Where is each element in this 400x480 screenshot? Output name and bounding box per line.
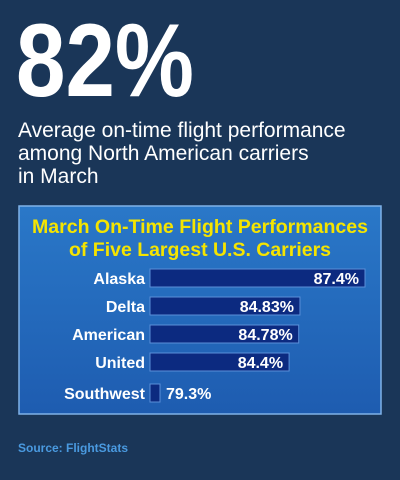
bar-chart: Alaska 87.4% Delta 84.83% American 84.78% Unit… bbox=[64, 268, 366, 403]
subtitle-line: Average on-time flight performance bbox=[18, 119, 346, 142]
bar bbox=[149, 268, 366, 288]
chart-title: March On-Time Flight Performances bbox=[32, 217, 368, 238]
bar bbox=[149, 296, 301, 316]
value-label: 84.4% bbox=[238, 355, 283, 372]
value-label: 79.3% bbox=[166, 386, 211, 403]
category-label: American bbox=[72, 327, 145, 344]
chart-title: of Five Largest U.S. Carriers bbox=[69, 240, 331, 261]
category-label: United bbox=[95, 355, 145, 372]
category-label: Southwest bbox=[64, 386, 146, 403]
category-label: Delta bbox=[106, 299, 145, 316]
subtitle-line: in March bbox=[18, 165, 99, 188]
bar bbox=[149, 324, 300, 344]
bar bbox=[149, 383, 161, 403]
source: Source: FlightStats bbox=[18, 441, 128, 455]
category-label: Alaska bbox=[93, 271, 145, 288]
value-label: 84.83% bbox=[240, 299, 294, 316]
headline: 82% bbox=[16, 3, 194, 119]
subtitle-line: among North American carriers bbox=[18, 142, 309, 165]
value-label: 84.78% bbox=[238, 327, 292, 344]
bar bbox=[149, 352, 290, 372]
value-label: 87.4% bbox=[314, 271, 359, 288]
